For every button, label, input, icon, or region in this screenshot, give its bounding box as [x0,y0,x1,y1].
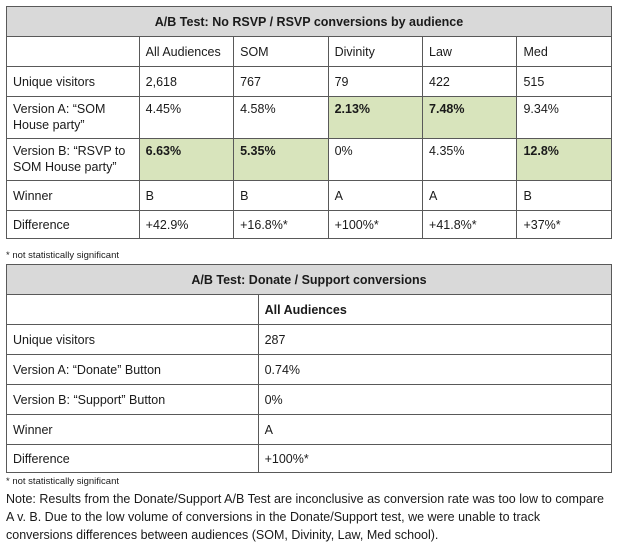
table-row: Winner B B A A B [6,180,612,211]
table-cell: +100%* [327,210,424,239]
donate-ab-test-table: A/B Test: Donate / Support conversions A… [6,264,613,473]
table-cell-highlighted: 6.63% [138,138,235,181]
table-cell: 0% [257,384,613,415]
header-row: All Audiences SOM Divinity Law Med [6,36,612,67]
table-cell: A [422,180,518,211]
header-row: All Audiences [6,294,613,325]
table-cell-highlighted: 2.13% [327,96,424,139]
table-cell-highlighted: 5.35% [233,138,329,181]
table-row: Unique visitors 2,618 767 79 422 515 [6,66,612,97]
table-row: Version A: “SOM House party” 4.45% 4.58%… [6,96,612,139]
table-cell: 0% [327,138,424,181]
table-cell: +41.8%* [422,210,518,239]
table-cell: +100%* [257,444,613,473]
row-label: Difference [6,444,259,473]
header-cell: Divinity [327,36,424,67]
table-cell: 2,618 [138,66,235,97]
table-title: A/B Test: No RSVP / RSVP conversions by … [6,6,612,37]
row-label: Unique visitors [6,324,259,355]
note-paragraph: Note: Results from the Donate/Support A/… [6,492,604,542]
row-label: Difference [6,210,140,239]
row-label: Winner [6,180,140,211]
table-cell: A [327,180,424,211]
table-cell: B [233,180,329,211]
table-cell: +16.8%* [233,210,329,239]
row-label: Winner [6,414,259,445]
header-cell: SOM [233,36,329,67]
row-label: Version B: “RSVP to SOM House party” [6,138,140,181]
table-cell-highlighted: 12.8% [516,138,612,181]
row-label: Version A: “SOM House party” [6,96,140,139]
table-cell: 0.74% [257,354,613,385]
table-cell: B [516,180,612,211]
header-cell [6,36,140,67]
table-cell: +42.9% [138,210,235,239]
table-row: Difference +100%* [6,444,613,473]
table-cell: 287 [257,324,613,355]
header-cell [6,294,259,325]
table-cell: 4.58% [233,96,329,139]
table-cell: 4.35% [422,138,518,181]
table-cell: 767 [233,66,329,97]
table-row: Difference +42.9% +16.8%* +100%* +41.8%*… [6,210,612,239]
table-cell: B [138,180,235,211]
table-title: A/B Test: Donate / Support conversions [6,264,612,295]
table-row: Version B: “RSVP to SOM House party” 6.6… [6,138,612,181]
table-cell: 422 [422,66,518,97]
footnote: * not statistically significant [6,476,119,487]
footnote: * not statistically significant [6,250,119,261]
table-row: Version A: “Donate” Button 0.74% [6,354,613,385]
table-cell: 9.34% [516,96,612,139]
row-label: Version A: “Donate” Button [6,354,259,385]
table-cell: A [257,414,613,445]
table-cell: +37%* [516,210,612,239]
table-row: Unique visitors 287 [6,324,613,355]
table-row: Version B: “Support” Button 0% [6,384,613,415]
header-cell: All Audiences [138,36,235,67]
table-row: Winner A [6,414,613,445]
row-label: Unique visitors [6,66,140,97]
table-cell: 4.45% [138,96,235,139]
header-cell: Law [422,36,518,67]
table-cell: 79 [327,66,424,97]
header-cell: All Audiences [257,294,613,325]
table-cell-highlighted: 7.48% [422,96,518,139]
header-cell: Med [516,36,612,67]
table-cell: 515 [516,66,612,97]
rsvp-ab-test-table: A/B Test: No RSVP / RSVP conversions by … [6,6,612,239]
row-label: Version B: “Support” Button [6,384,259,415]
